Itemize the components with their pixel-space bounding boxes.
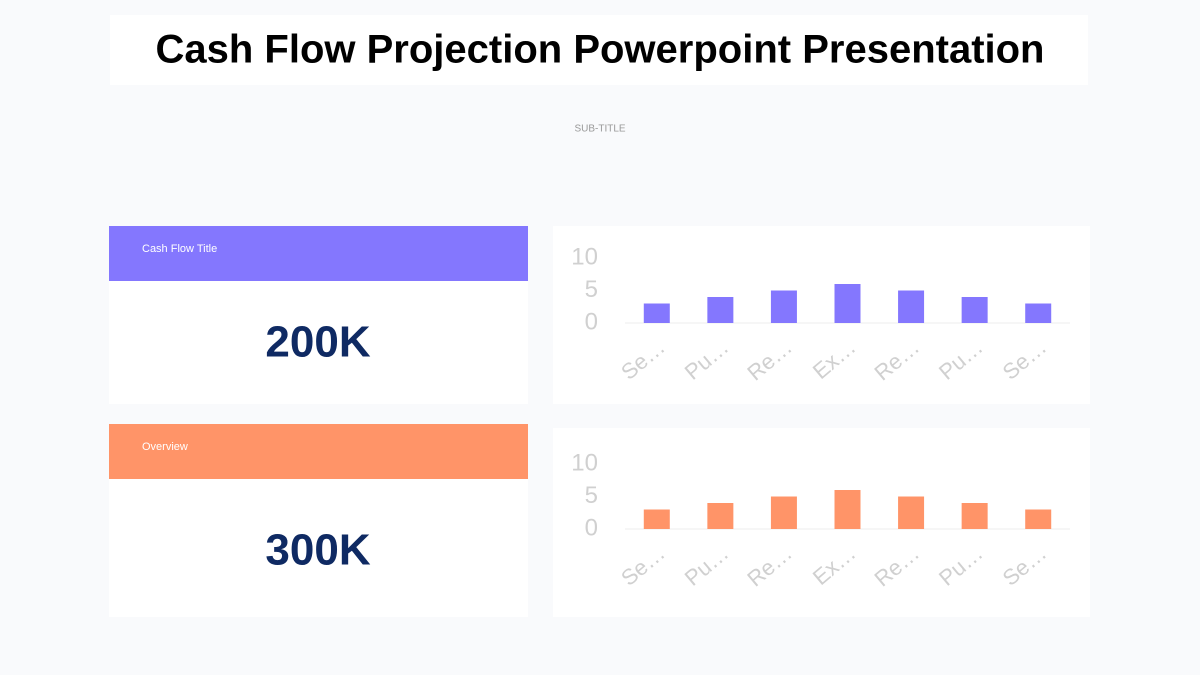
y-tick-label: 0 — [585, 308, 598, 335]
bar — [898, 290, 925, 323]
chart-panel — [553, 226, 1090, 404]
bar — [643, 303, 670, 323]
bar — [770, 290, 797, 323]
bar — [707, 297, 734, 323]
bar — [834, 284, 861, 323]
slide-title: Cash Flow Projection Powerpoint Presenta… — [155, 28, 1044, 72]
bar — [1025, 303, 1052, 323]
card-header — [109, 226, 528, 281]
bar — [834, 490, 861, 529]
y-tick-label: 0 — [585, 514, 598, 541]
card-label: Overview — [142, 441, 188, 453]
bar — [961, 503, 988, 529]
bar — [1025, 509, 1052, 529]
card-header — [109, 424, 528, 479]
bar — [770, 496, 797, 529]
title-box — [110, 15, 1088, 85]
subtitle: SUB-TITLE — [574, 124, 625, 135]
y-tick-label: 10 — [571, 449, 598, 476]
y-tick-label: 5 — [585, 276, 598, 303]
bar — [898, 496, 925, 529]
card-value: 200K — [265, 318, 370, 367]
card-label: Cash Flow Title — [142, 243, 217, 255]
card-value: 300K — [265, 526, 370, 575]
bar — [643, 509, 670, 529]
y-tick-label: 10 — [571, 243, 598, 270]
chart-panel — [553, 428, 1090, 617]
y-tick-label: 5 — [585, 482, 598, 509]
bar — [707, 503, 734, 529]
bar — [961, 297, 988, 323]
